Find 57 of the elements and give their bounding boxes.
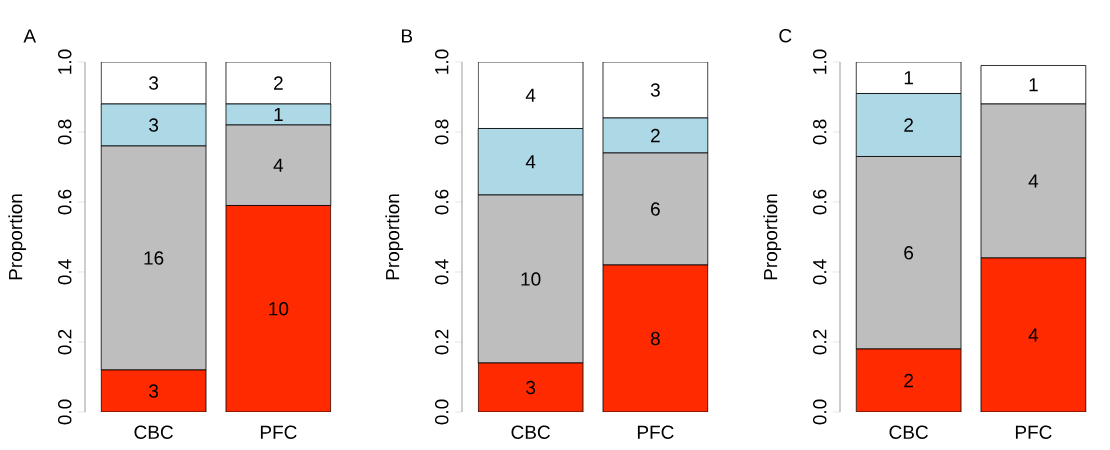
bar [477,362,584,412]
annotation: 10 [521,272,541,286]
x-tick-label: CBC [511,425,550,439]
annotation: 4 [525,155,536,169]
y-tick-label: 0.8 [58,119,72,145]
annotation: 16 [144,251,164,265]
annotation: 1 [1029,78,1038,92]
y-tick-label: 0.4 [435,259,449,285]
x-tick-label: PFC [637,425,674,439]
y-tick-label: 1.0 [58,49,72,74]
chart-title: A [23,29,37,43]
y-tick-label: 0.6 [813,189,827,215]
annotation: 3 [526,380,536,395]
annotation: 1 [904,71,913,85]
annotation: 4 [1028,328,1039,342]
y-tick-label: 1.0 [813,49,827,74]
annotation: 8 [650,331,660,346]
y-tick-label: 0.4 [813,259,827,285]
y-tick-label: 0.4 [58,259,72,285]
y-tick-label: 0.2 [58,329,72,355]
y-tick-label: 0.8 [813,119,827,145]
x-tick-label: CBC [889,425,928,439]
annotation: 4 [525,88,536,102]
y-tick-label: 0.0 [813,399,827,425]
annotation: 3 [149,76,159,90]
annotation: 1 [274,107,283,122]
y-tick-label: 0.8 [435,119,449,145]
annotation: 6 [904,246,914,260]
annotation: 10 [269,302,289,316]
x-tick-label: PFC [1015,425,1052,439]
y-axis-title: Proportion [763,194,782,280]
annotation: 3 [149,118,159,132]
y-tick-label: 0.0 [435,399,449,425]
annotation: 2 [651,128,660,143]
y-tick-label: 0.2 [435,329,449,355]
annotation: 3 [650,83,660,97]
y-axis-title: Proportion [8,194,27,280]
annotation: 3 [149,384,159,398]
chart-title: B [401,29,413,43]
x-tick-label: CBC [134,425,173,439]
chart-title: C [779,29,792,43]
y-tick-label: 0.6 [435,189,449,215]
annotation: 4 [273,158,284,172]
y-tick-label: 0.6 [58,189,72,215]
bar [980,257,1087,412]
annotation: 2 [904,373,913,388]
y-tick-label: 0.0 [58,399,72,425]
y-tick-label: 0.2 [813,329,827,355]
bar [855,348,962,412]
y-tick-label: 1.0 [435,49,449,74]
bar [602,264,709,412]
y-axis-title: Proportion [385,194,404,280]
annotation: 4 [1028,174,1039,188]
annotation: 2 [274,76,283,90]
annotation: 6 [651,202,660,216]
x-tick-label: PFC [260,425,297,439]
annotation: 2 [904,118,913,132]
